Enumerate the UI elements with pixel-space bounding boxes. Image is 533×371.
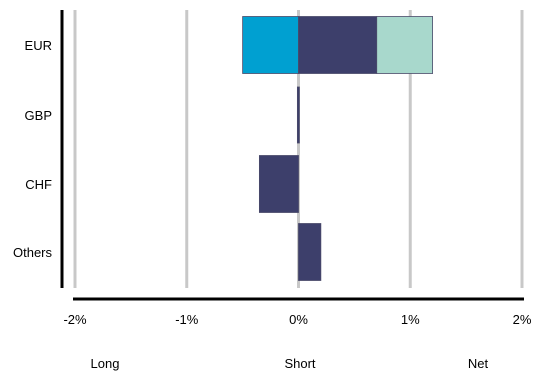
bar-short-chf — [258, 155, 299, 213]
category-label: Others — [13, 245, 53, 260]
category-label: GBP — [25, 108, 52, 123]
category-label: EUR — [25, 38, 52, 53]
legend-item-long: Long — [90, 356, 120, 371]
bar-net-eur — [376, 16, 434, 74]
category-labels: EUR GBP CHF Others — [13, 38, 53, 260]
bar-long-eur — [242, 16, 299, 74]
category-label: CHF — [25, 177, 52, 192]
bar-short-gbp — [296, 86, 300, 144]
tick-labels: -2% -1% 0% 1% 2% — [63, 312, 531, 327]
bar-short-eur — [298, 16, 378, 74]
tick-label: -1% — [175, 312, 199, 327]
bars — [242, 16, 434, 281]
tick-label: 2% — [513, 312, 532, 327]
tick-label: -2% — [63, 312, 87, 327]
axes — [60, 10, 524, 301]
legend-item-net: Net — [467, 356, 489, 371]
legend-item-short: Short — [284, 356, 316, 371]
tick-label: 0% — [289, 312, 308, 327]
tick-label: 1% — [401, 312, 420, 327]
bar-short-others — [298, 223, 322, 281]
